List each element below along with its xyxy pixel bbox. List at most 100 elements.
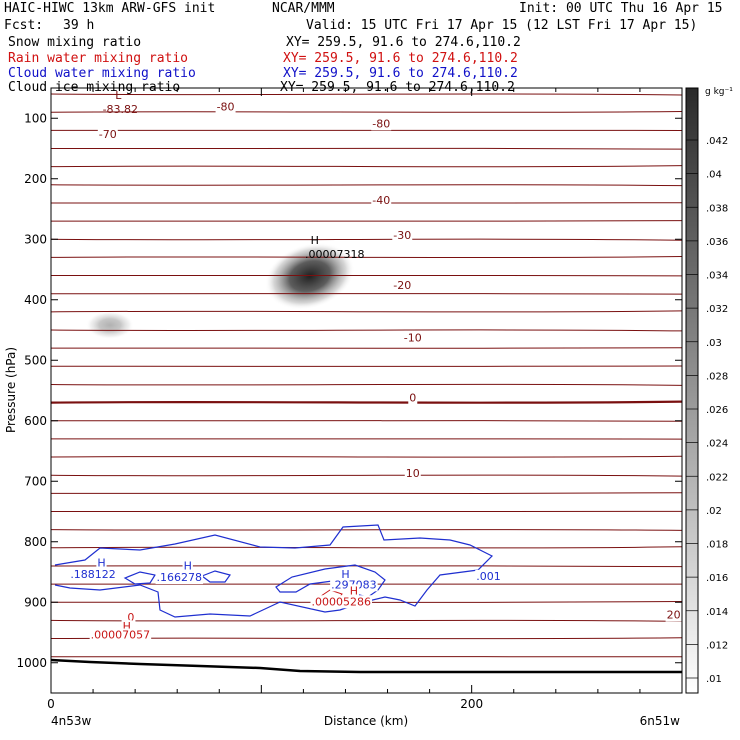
x-axis-label: Distance (km) [324, 714, 408, 728]
colorbar-tick-label: .04 [706, 170, 722, 181]
x-tick-label: 0 [47, 697, 55, 711]
colorbar-tick-label: .036 [706, 237, 728, 248]
isotherm-label: -70 [99, 128, 117, 141]
y-tick-label: 600 [24, 414, 47, 428]
isotherm-line [51, 619, 682, 622]
cloud-water-label-bg [340, 568, 351, 582]
forecast-hour: 39 h [63, 18, 95, 33]
snow-shading-blob [264, 242, 355, 310]
cloud-water-label: .188122 [70, 568, 116, 581]
temperature-min-value: -83.82 [103, 103, 138, 116]
colorbar-tick-label: .016 [706, 573, 728, 584]
isotherm-line [51, 310, 682, 313]
y-tick-label: 500 [24, 353, 47, 367]
temperature-min-marker: L [115, 89, 122, 102]
rain-label: 0 [127, 611, 134, 624]
colorbar-tick-label: .012 [706, 640, 728, 651]
colorbar-tick-label: .026 [706, 405, 728, 416]
isotherm-line [51, 529, 682, 531]
isotherm-label-bg [215, 100, 236, 114]
cloud-water-label: H [97, 557, 105, 570]
organization: NCAR/MMM [272, 1, 335, 16]
field-rain-xy: XY= 259.5, 91.6 to 274.6,110.2 [283, 51, 518, 66]
x-axis: 0 200 [47, 88, 683, 711]
colorbar-unit: g kg⁻¹ [705, 87, 733, 97]
isotherm-label-bg [402, 331, 423, 345]
isotherm-label: 20 [667, 609, 681, 622]
isotherm-line [51, 220, 682, 222]
model-title: HAIC-HIWC 13km ARW-GFS init [4, 1, 216, 16]
y-tick-label: 1000 [16, 656, 47, 670]
plot-frame [50, 87, 683, 694]
isotherm-label: -40 [372, 194, 390, 207]
colorbar-tick-label: .01 [706, 674, 722, 685]
colorbar-tick-label: .014 [706, 607, 728, 618]
isotherm-line [51, 184, 682, 187]
isotherm-label-bg [392, 278, 413, 292]
colorbar-tick-label: .042 [706, 136, 728, 147]
cloud-water-label-bg [96, 556, 107, 570]
rain-label: .00005286 [312, 595, 372, 608]
rain-label: .00007057 [91, 629, 151, 642]
colorbar-tick-label: .022 [706, 472, 728, 483]
isotherm-label-bg [371, 194, 392, 208]
y-tick-label: 200 [24, 172, 47, 186]
isotherm-label: -80 [372, 117, 390, 130]
isotherm-line [51, 93, 682, 96]
isotherm-label: -30 [393, 229, 411, 242]
isotherm-label-bg [665, 608, 682, 622]
colorbar: .01 .012 .014 .016 .018 .02 .022 .024 .026 .028 .0… [685, 87, 733, 694]
field-cloudwater-xy: XY= 259.5, 91.6 to 274.6,110.2 [283, 66, 518, 81]
rain-label-bg [89, 628, 152, 642]
temperature-isotherms [51, 93, 682, 658]
isotherm-line [51, 565, 682, 568]
y-tick-label: 700 [24, 474, 47, 488]
x-tick-label: 200 [460, 697, 483, 711]
cloud-water-label: H [184, 560, 192, 573]
colorbar-tick-label: .038 [706, 203, 728, 214]
y-tick-label: 100 [24, 111, 47, 125]
isotherm-line [51, 546, 682, 549]
cloud-water-label: .166278 [157, 571, 203, 584]
isotherm-line [51, 147, 682, 150]
init-time: Init: 00 UTC Thu 16 Apr 15 [519, 1, 723, 16]
colorbar-tick-label: .02 [706, 506, 722, 517]
colorbar-tick-label: .018 [706, 540, 728, 551]
isotherm-label-bg [404, 466, 421, 480]
isotherm-label-bg [97, 128, 118, 142]
cloud-water-label: .001 [476, 570, 501, 583]
cloud-water-contour-outer [54, 524, 494, 618]
isotherm-line [51, 474, 682, 477]
isotherm-label-bg [371, 117, 392, 131]
field-rain-name: Rain water mixing ratio [8, 51, 189, 66]
y-tick-label: 300 [24, 232, 47, 246]
isotherm-label: -80 [217, 100, 235, 113]
snow-max-marker: H [311, 234, 319, 247]
x-end-label: 6n51w [640, 714, 681, 728]
isotherm-line [51, 492, 682, 494]
isotherm-label: 0 [409, 391, 416, 404]
snow-shading-blob [85, 311, 134, 340]
isotherm-label-bg [408, 391, 418, 405]
isotherm-label: -10 [404, 331, 422, 344]
colorbar-ticks: .01 .012 .014 .016 .018 .02 .022 .024 .026 .028 .0… [686, 136, 728, 685]
field-cloudwater-name: Cloud water mixing ratio [8, 66, 196, 81]
rain-label-bg [310, 595, 373, 609]
cloud-water-contours [54, 524, 494, 618]
y-tick-label: 800 [24, 535, 47, 549]
isotherm-line [51, 238, 682, 241]
ground-surface [51, 658, 682, 674]
cloud-water-label-bg [182, 559, 193, 573]
isotherm-line [51, 383, 682, 386]
cloud-water-contour-west [123, 571, 156, 585]
colorbar-tick-label: .032 [706, 304, 728, 315]
cloud-water-contour-mid [200, 570, 231, 583]
isotherm-label-bg [392, 229, 413, 243]
isotherm-line [51, 110, 682, 113]
y-tick-label: 900 [24, 595, 47, 609]
snow-shading [85, 242, 355, 340]
isotherm-label: -20 [393, 279, 411, 292]
isotherm-line [51, 256, 682, 259]
